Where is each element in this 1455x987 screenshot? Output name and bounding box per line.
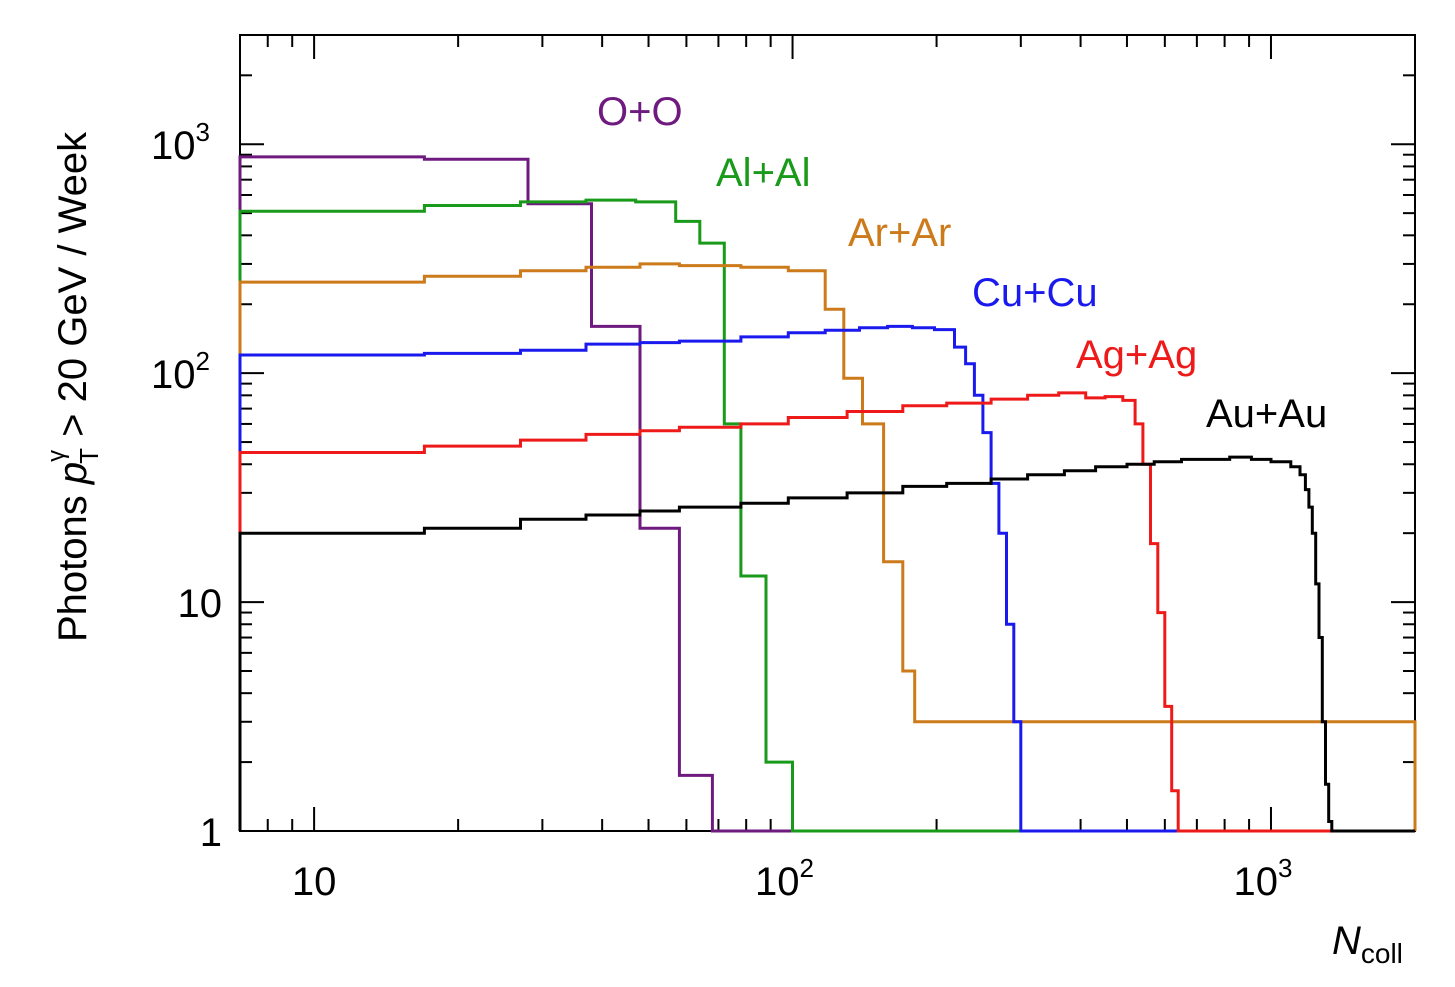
y-tick-label-exp: 2 (196, 346, 210, 376)
y-axis-title-sup: γ (43, 450, 70, 462)
y-tick-label-base: 1 (200, 811, 222, 855)
x-tick-label-exp: 3 (1278, 853, 1292, 883)
y-tick-label: 103 (151, 117, 210, 168)
series-label-auau: Au+Au (1206, 392, 1327, 436)
y-axis-title-sub: T (74, 448, 104, 464)
series-label-agag: Ag+Ag (1076, 333, 1197, 377)
x-tick-label-base: 10 (292, 860, 337, 904)
x-axis-title-main: N (1332, 919, 1361, 963)
x-tick-label-base: 10 (755, 860, 800, 904)
x-tick-label: 10 (292, 860, 337, 904)
axis-ticks (239, 34, 1416, 832)
x-tick-label-exp: 2 (800, 853, 814, 883)
series-group (238, 155, 1417, 833)
y-tick-label: 1 (200, 811, 222, 855)
y-tick-label-exp: 3 (196, 117, 210, 147)
series-line-agag (238, 391, 1415, 833)
x-axis-title: Ncoll (1332, 919, 1403, 969)
series-label-cucu: Cu+Cu (972, 271, 1098, 315)
x-tick-label: 102 (755, 853, 814, 904)
y-tick-label-base: 10 (178, 582, 223, 626)
y-axis-title: Photons pγ T > 20 GeV / Week (43, 131, 104, 642)
series-label-alal: Al+Al (716, 151, 811, 195)
series-line-arar (238, 262, 1417, 831)
y-axis-title-part1: Photons (51, 484, 95, 642)
series-label-oo: O+O (597, 90, 683, 134)
y-axis-title-part2: > 20 GeV / Week (51, 131, 95, 448)
x-axis-title-sub: coll (1361, 938, 1403, 969)
series-label-arar: Ar+Ar (848, 211, 951, 255)
x-tick-label: 103 (1233, 853, 1292, 904)
y-tick-label-base: 10 (151, 124, 196, 168)
series-line-cucu (238, 324, 1415, 833)
series-line-alal (238, 198, 1415, 833)
x-tick-label-base: 10 (1233, 860, 1278, 904)
y-tick-label: 10 (178, 582, 223, 626)
y-tick-label: 102 (151, 346, 210, 397)
series-line-auau (238, 455, 1415, 833)
series-line-oo (238, 155, 1415, 833)
y-axis-title-p: p (51, 462, 95, 485)
y-tick-label-base: 10 (151, 353, 196, 397)
